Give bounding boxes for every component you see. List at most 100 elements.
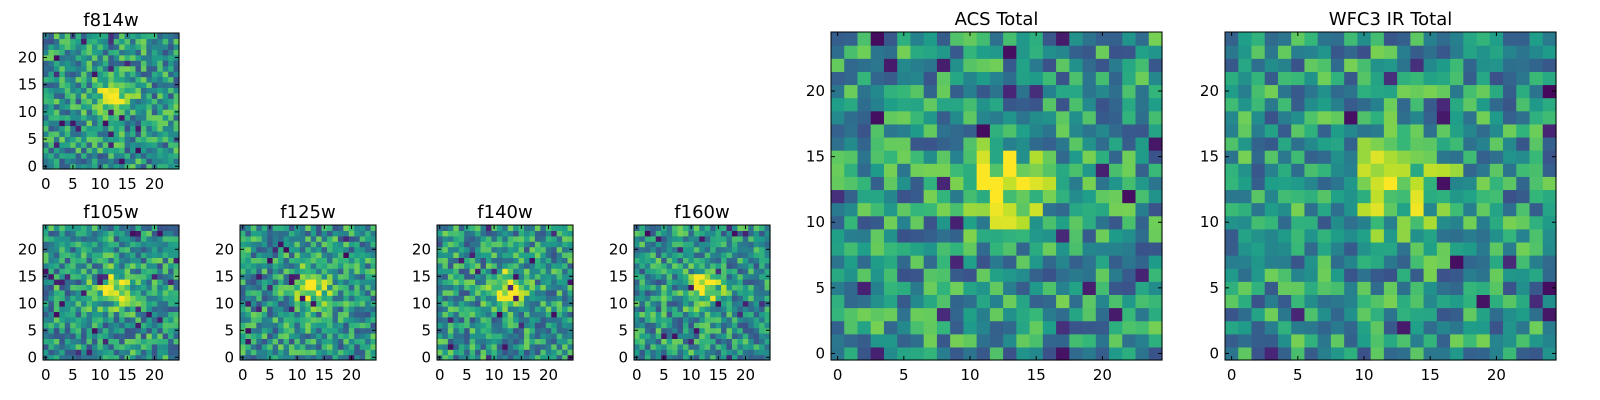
heatmap-cell: [721, 273, 728, 280]
heatmap-cell: [513, 338, 520, 345]
heatmap-cell: [551, 235, 558, 242]
heatmap-cell: [704, 235, 711, 242]
heatmap-cell: [240, 349, 247, 356]
heatmap-cell: [1529, 255, 1544, 269]
heatmap-cell: [1264, 241, 1279, 256]
heatmap-cell: [70, 98, 77, 105]
heatmap-cell: [936, 97, 951, 112]
heatmap-cell: [146, 327, 153, 334]
heatmap-cell: [480, 252, 487, 258]
heatmap-cell: [480, 279, 487, 285]
y-tick-label: 10: [609, 294, 628, 312]
heatmap-cell: [1082, 307, 1097, 322]
heatmap-cell: [108, 71, 115, 78]
heatmap-cell: [86, 152, 93, 159]
heatmap-cell: [124, 322, 131, 329]
heatmap-cell: [162, 279, 169, 285]
heatmap-cell: [135, 33, 142, 40]
heatmap-cell: [354, 349, 361, 356]
heatmap-cell: [1304, 163, 1319, 177]
heatmap-cell: [299, 252, 306, 258]
heatmap-cell: [475, 268, 482, 275]
heatmap-cell: [540, 311, 547, 318]
heatmap-cell: [168, 279, 175, 285]
heatmap-cell: [693, 295, 700, 302]
heatmap-cell: [715, 295, 722, 302]
heatmap-cell: [64, 33, 71, 40]
heatmap-cell: [1148, 189, 1163, 204]
heatmap-cell: [742, 300, 749, 307]
heatmap-cell: [140, 60, 147, 67]
heatmap-cell: [737, 333, 744, 339]
heatmap-cell: [130, 65, 137, 72]
heatmap-cell: [1238, 202, 1253, 217]
heatmap-cell: [1542, 346, 1557, 361]
heatmap-cell: [162, 158, 169, 165]
heatmap-cell: [458, 235, 465, 242]
x-tick-label: 15: [315, 366, 334, 384]
heatmap-cell: [59, 252, 66, 258]
heatmap-cell: [682, 279, 689, 285]
heatmap-cell: [288, 289, 295, 296]
heatmap-cell: [502, 327, 509, 334]
heatmap-cell: [507, 252, 514, 258]
heatmap-cell: [710, 241, 717, 248]
heatmap-cell: [910, 333, 925, 348]
heatmap-cell: [1436, 97, 1451, 112]
heatmap-cell: [250, 257, 257, 264]
heatmap-cell: [672, 327, 679, 334]
heatmap-cell: [644, 252, 651, 258]
heatmap-cell: [661, 306, 668, 312]
heatmap-cell: [464, 333, 471, 339]
heatmap-cell: [261, 316, 268, 323]
heatmap-cell: [485, 235, 492, 242]
heatmap-cell: [458, 279, 465, 285]
heatmap-cell: [704, 354, 711, 361]
heatmap-cell: [1476, 32, 1491, 46]
heatmap-cell: [81, 316, 88, 323]
heatmap-cell: [737, 279, 744, 285]
heatmap-cell: [59, 311, 66, 318]
heatmap-cell: [108, 343, 115, 350]
heatmap-cell: [1330, 45, 1345, 59]
heatmap-cell: [86, 92, 93, 99]
heatmap-cell: [250, 279, 257, 285]
heatmap-cell: [1016, 97, 1031, 112]
heatmap-cell: [240, 322, 247, 329]
heatmap-cell: [1436, 45, 1451, 59]
heatmap-cell: [989, 268, 1004, 282]
heatmap-cell: [124, 268, 131, 275]
heatmap-cell: [245, 252, 252, 258]
heatmap-cell: [513, 349, 520, 356]
heatmap-cell: [759, 349, 766, 356]
heatmap-cell: [1463, 189, 1478, 204]
heatmap-cell: [1238, 268, 1253, 282]
heatmap-cell: [672, 262, 679, 269]
heatmap-cell: [140, 354, 147, 361]
heatmap-cell: [113, 98, 120, 105]
heatmap-cell: [480, 273, 487, 280]
heatmap-cell: [989, 281, 1004, 295]
heatmap-cell: [562, 252, 569, 258]
heatmap-cell: [1095, 45, 1110, 59]
heatmap-cell: [1082, 176, 1097, 191]
heatmap-cell: [1122, 84, 1137, 99]
heatmap-cell: [699, 316, 706, 323]
heatmap-cell: [540, 316, 547, 323]
heatmap-cell: [162, 114, 169, 121]
heatmap-cell: [173, 316, 180, 323]
heatmap-cell: [545, 322, 552, 329]
heatmap-cell: [524, 284, 531, 291]
heatmap-cell: [759, 354, 766, 361]
heatmap-cell: [53, 54, 60, 61]
heatmap-cell: [1450, 228, 1464, 243]
heatmap-cell: [113, 141, 120, 148]
heatmap-cell: [157, 38, 164, 45]
x-tick-label: 0: [41, 366, 51, 384]
heatmap-cell: [650, 349, 657, 356]
heatmap-cell: [699, 333, 706, 339]
heatmap-cell: [677, 230, 684, 237]
heatmap-cell: [936, 32, 951, 46]
heatmap-cell: [562, 327, 569, 334]
heatmap-cell: [644, 311, 651, 318]
